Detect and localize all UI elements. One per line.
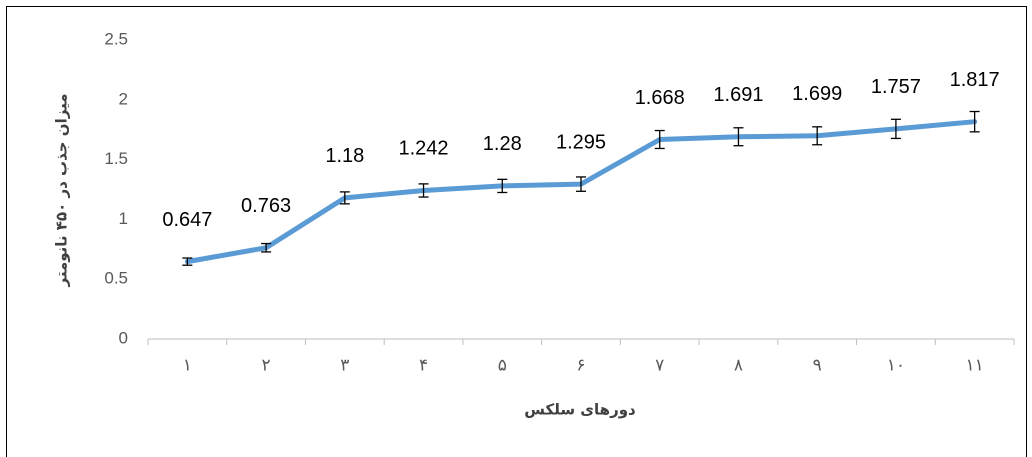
error-bar (261, 242, 272, 253)
data-label: 1.757 (871, 76, 921, 98)
y-tick-label: 1 (119, 209, 128, 228)
error-bar (812, 126, 823, 146)
data-label: 1.699 (792, 83, 842, 105)
error-bar (969, 110, 980, 133)
x-tick-label: ۵ (498, 355, 507, 374)
data-label: 1.691 (713, 84, 763, 106)
y-tick-label: 0 (119, 328, 128, 347)
x-tick-label: ۱۱ (966, 355, 984, 374)
chart-border (6, 6, 1027, 457)
data-label: 1.295 (556, 131, 606, 153)
x-axis-title: دورهای سلکس (524, 401, 636, 419)
y-axis-title: میزان جذب در ۴۵۰ نانومتر (53, 94, 71, 288)
x-tick-label: ۴ (419, 355, 428, 374)
data-label: 1.817 (950, 69, 1000, 91)
data-label: 0.647 (162, 209, 212, 231)
x-tick-label: ۳ (340, 355, 349, 374)
error-bar (339, 191, 350, 205)
error-bar (497, 178, 508, 194)
data-label: 1.28 (483, 133, 522, 155)
data-label: 1.242 (399, 138, 449, 160)
data-label: 0.763 (241, 195, 291, 217)
error-bar (576, 176, 586, 192)
x-tick-label: ۶ (576, 355, 585, 374)
y-tick-label: 0.5 (104, 269, 128, 288)
y-tick-label: 2 (119, 89, 128, 108)
data-label: 1.18 (325, 145, 364, 167)
error-bar (418, 183, 429, 198)
x-tick-label: ۷ (655, 355, 664, 374)
data-label: 1.668 (635, 87, 685, 109)
y-tick-label: 2.5 (104, 29, 128, 48)
x-tick-label: ۲ (262, 355, 271, 374)
x-tick-label: ۸ (734, 355, 743, 374)
y-tick-label: 1.5 (104, 149, 128, 168)
x-tick-label: ۱۰ (887, 355, 905, 374)
error-bar (733, 127, 744, 147)
error-bar (182, 257, 193, 266)
error-bar (890, 118, 901, 140)
error-bar (654, 129, 665, 150)
x-tick-label: ۱ (183, 355, 192, 374)
x-tick-label: ۹ (813, 355, 822, 374)
